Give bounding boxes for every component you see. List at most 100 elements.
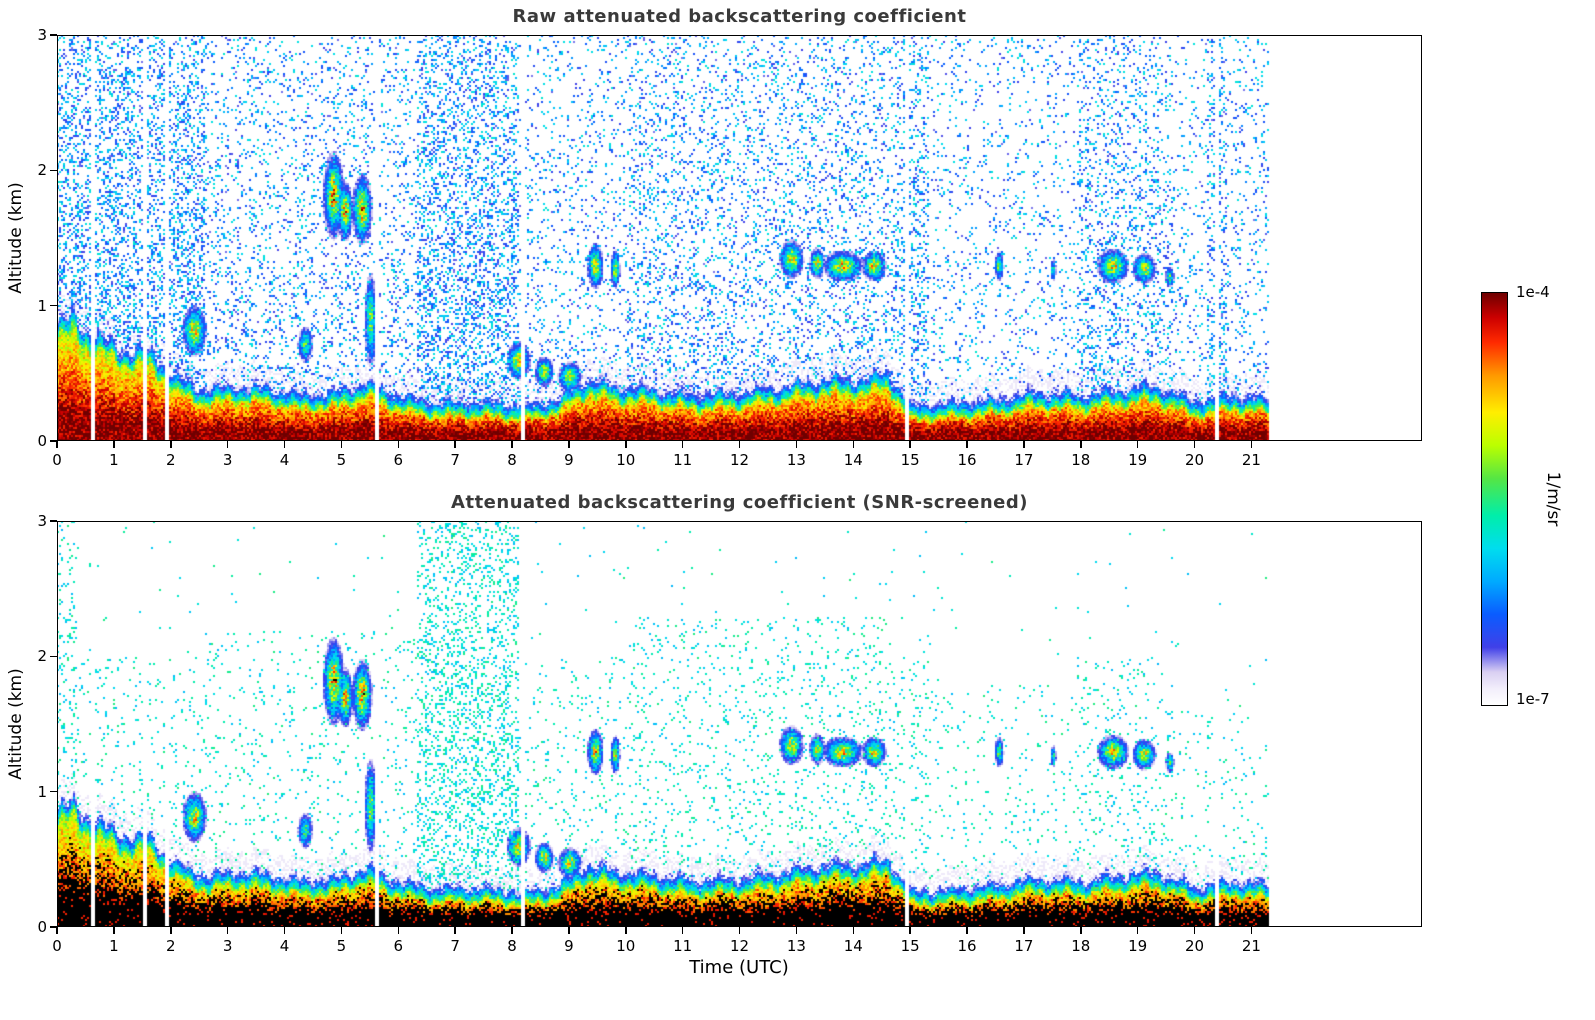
y-axis-label-raw: Altitude (km): [6, 182, 26, 294]
y-tick-mark: [50, 34, 57, 36]
x-tick-mark: [625, 927, 627, 934]
colorbar-axis-label: 1/m/sr: [1543, 471, 1563, 527]
x-tick-mark: [1136, 441, 1139, 448]
colorbar: [1481, 292, 1508, 706]
x-tick-mark: [909, 441, 911, 448]
x-tick-label: 12: [729, 937, 750, 955]
x-tick-label: 3: [222, 937, 233, 955]
x-tick-mark: [283, 927, 286, 934]
x-tick-label: 21: [1241, 451, 1261, 469]
x-tick-label: 6: [393, 451, 404, 469]
x-tick-mark: [454, 441, 456, 448]
x-tick-label: 15: [900, 451, 920, 469]
x-tick-mark: [1080, 441, 1082, 448]
y-tick-label: 3: [37, 512, 47, 530]
x-tick-label: 8: [507, 451, 517, 469]
x-tick-mark: [625, 441, 627, 448]
x-tick-label: 18: [1071, 451, 1091, 469]
x-tick-mark: [795, 441, 798, 448]
y-tick-mark: [50, 440, 57, 442]
x-tick-label: 16: [957, 937, 977, 955]
x-tick-mark: [170, 441, 172, 448]
x-tick-mark: [56, 927, 58, 934]
x-tick-mark: [511, 927, 513, 934]
x-tick-label: 13: [786, 937, 806, 955]
x-tick-label: 1: [109, 937, 119, 955]
x-tick-label: 0: [52, 451, 62, 469]
x-tick-label: 3: [222, 451, 233, 469]
colorbar-min-label: 1e-7: [1516, 690, 1550, 708]
heatmap-screened: [57, 521, 1422, 927]
y-tick-mark: [50, 655, 57, 658]
x-tick-mark: [56, 441, 58, 448]
x-tick-mark: [738, 441, 741, 448]
y-tick-mark: [50, 304, 57, 307]
x-tick-label: 16: [957, 451, 977, 469]
x-tick-mark: [1193, 927, 1196, 934]
x-tick-mark: [340, 927, 343, 934]
x-tick-label: 1: [109, 451, 119, 469]
x-tick-mark: [966, 927, 968, 934]
x-tick-label: 4: [279, 937, 290, 955]
x-tick-label: 17: [1014, 937, 1034, 955]
x-tick-mark: [1023, 927, 1025, 934]
y-tick-mark: [50, 926, 57, 928]
x-tick-label: 13: [786, 451, 806, 469]
x-tick-mark: [1080, 927, 1082, 934]
x-tick-label: 14: [843, 451, 863, 469]
x-tick-label: 7: [450, 937, 460, 955]
x-tick-label: 2: [165, 451, 176, 469]
x-tick-mark: [1136, 927, 1139, 934]
x-tick-label: 7: [450, 451, 460, 469]
x-tick-mark: [909, 927, 911, 934]
y-tick-label: 2: [37, 161, 47, 180]
x-tick-label: 0: [52, 937, 62, 955]
x-tick-label: 20: [1184, 451, 1205, 469]
x-tick-mark: [454, 927, 456, 934]
x-tick-mark: [568, 927, 570, 934]
x-tick-label: 2: [165, 937, 176, 955]
y-tick-mark: [50, 169, 57, 172]
y-tick-label: 0: [37, 432, 47, 450]
x-tick-label: 17: [1014, 451, 1034, 469]
x-tick-label: 5: [336, 451, 347, 469]
x-tick-label: 10: [616, 451, 636, 469]
y-tick-mark: [50, 790, 57, 793]
x-tick-mark: [681, 927, 684, 934]
x-tick-mark: [340, 441, 343, 448]
y-tick-label: 1: [37, 782, 47, 801]
y-tick-label: 3: [37, 26, 47, 44]
x-tick-mark: [738, 927, 741, 934]
panel-title-screened: Attenuated backscattering coefficient (S…: [451, 492, 1028, 513]
x-tick-mark: [226, 441, 229, 448]
x-axis-label: Time (UTC): [689, 957, 789, 978]
y-tick-label: 1: [37, 296, 47, 315]
x-tick-mark: [226, 927, 229, 934]
x-tick-label: 11: [673, 937, 693, 955]
x-tick-label: 20: [1184, 937, 1205, 955]
x-tick-label: 6: [393, 937, 404, 955]
x-tick-mark: [681, 441, 684, 448]
y-tick-label: 2: [37, 647, 47, 666]
x-tick-mark: [568, 441, 570, 448]
x-tick-mark: [283, 441, 286, 448]
x-tick-label: 10: [616, 937, 636, 955]
x-tick-mark: [1250, 927, 1253, 934]
colorbar-gradient: [1482, 293, 1507, 705]
x-tick-mark: [170, 927, 172, 934]
x-tick-label: 9: [564, 451, 574, 469]
x-tick-mark: [113, 927, 115, 934]
x-tick-label: 19: [1128, 937, 1148, 955]
x-tick-mark: [397, 441, 399, 448]
x-tick-mark: [113, 441, 115, 448]
y-axis-label-screened: Altitude (km): [6, 668, 26, 780]
x-tick-label: 18: [1071, 937, 1091, 955]
x-tick-mark: [966, 441, 968, 448]
x-tick-label: 14: [843, 937, 863, 955]
x-tick-label: 5: [336, 937, 347, 955]
y-tick-label: 0: [37, 918, 47, 936]
colorbar-max-label: 1e-4: [1516, 283, 1550, 301]
x-tick-mark: [1023, 441, 1025, 448]
x-tick-mark: [1250, 441, 1253, 448]
x-tick-label: 9: [564, 937, 574, 955]
